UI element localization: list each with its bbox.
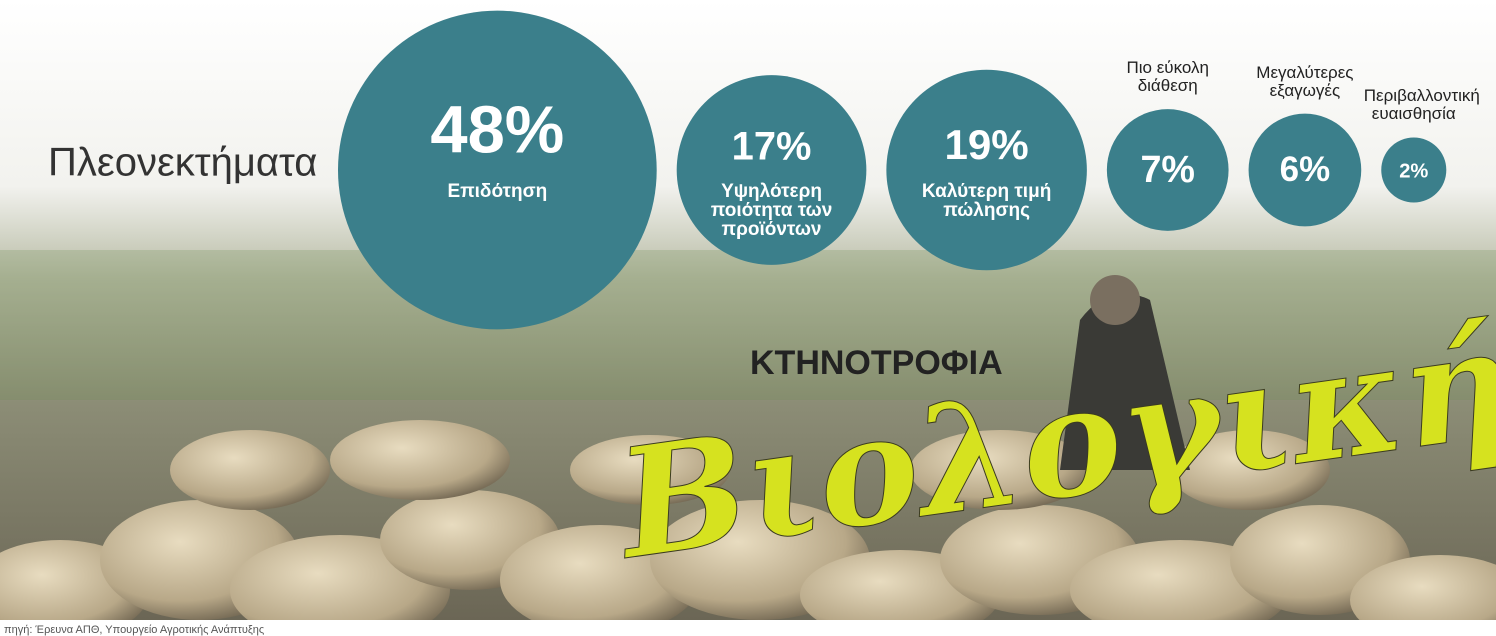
value-label: 2% [1399, 160, 1428, 182]
value-label: 7% [1140, 148, 1195, 190]
value-label: 17% [732, 125, 812, 169]
category-label: Υψηλότερη ποιότητα των προϊόντων [700, 182, 842, 239]
chart-title: Πλεονεκτήματα [48, 141, 317, 185]
category-label: Πιο εύκολη διάθεση [1103, 59, 1233, 95]
category-label: Επιδότηση [378, 182, 617, 201]
value-label: 48% [430, 93, 564, 168]
value-label: 6% [1280, 150, 1330, 189]
source: πηγή: Έρευνα ΑΠΘ, Υπουργείο Αγροτικής Αν… [4, 624, 264, 636]
category-label: Μεγαλύτερες εξαγωγές [1240, 64, 1370, 100]
infographic: Πλεονεκτήματα ΚΤΗΝΟΤΡΟΦΙΑ Βιολογική πηγή… [0, 0, 1496, 636]
value-label: 19% [944, 121, 1028, 168]
bubble [338, 11, 657, 330]
bubble [886, 70, 1087, 271]
category-label: Περιβαλλοντική ευαισθησία [1364, 87, 1464, 123]
category-label: Καλύτερη τιμή πώλησης [911, 182, 1061, 220]
